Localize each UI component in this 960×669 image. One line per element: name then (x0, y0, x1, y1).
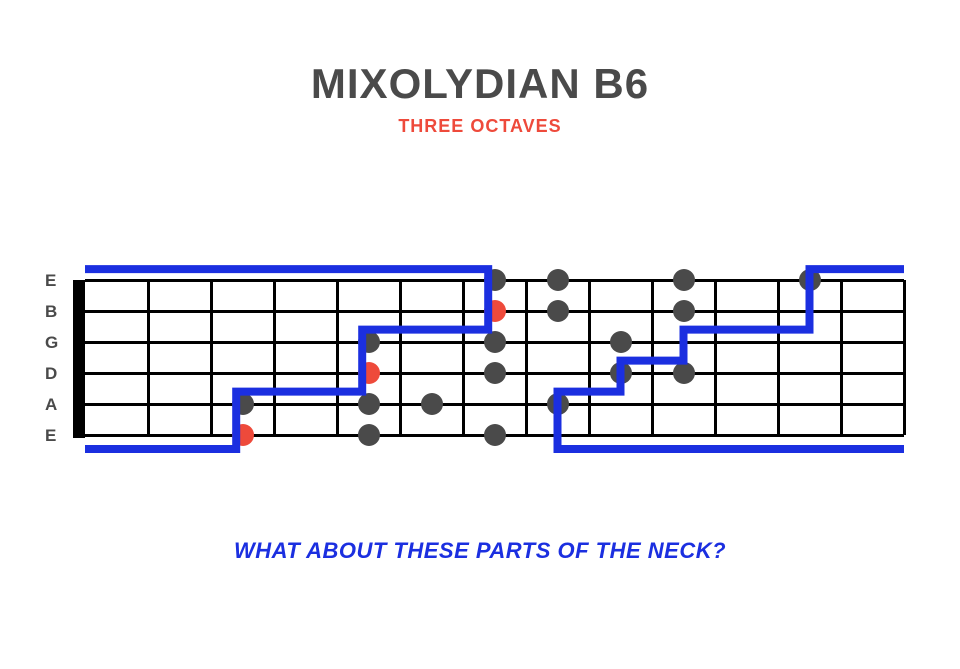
region-outline (558, 269, 905, 449)
string-label: A (45, 396, 67, 412)
region-outline (85, 269, 488, 449)
page-title: MIXOLYDIAN b6 (0, 60, 960, 108)
string-label: B (45, 303, 67, 319)
string-label: E (45, 272, 67, 288)
footer-caption: WHAT ABOUT THESE PARTS OF THE NECK? (0, 538, 960, 564)
string-label: E (45, 427, 67, 443)
region-outlines (85, 275, 904, 460)
string-labels: EBGDAE (45, 272, 67, 443)
fretboard-diagram: EBGDAE (45, 280, 915, 480)
string-label: G (45, 334, 67, 350)
subtitle: THREE OCTAVES (0, 116, 960, 137)
nut (73, 280, 85, 438)
string-label: D (45, 365, 67, 381)
